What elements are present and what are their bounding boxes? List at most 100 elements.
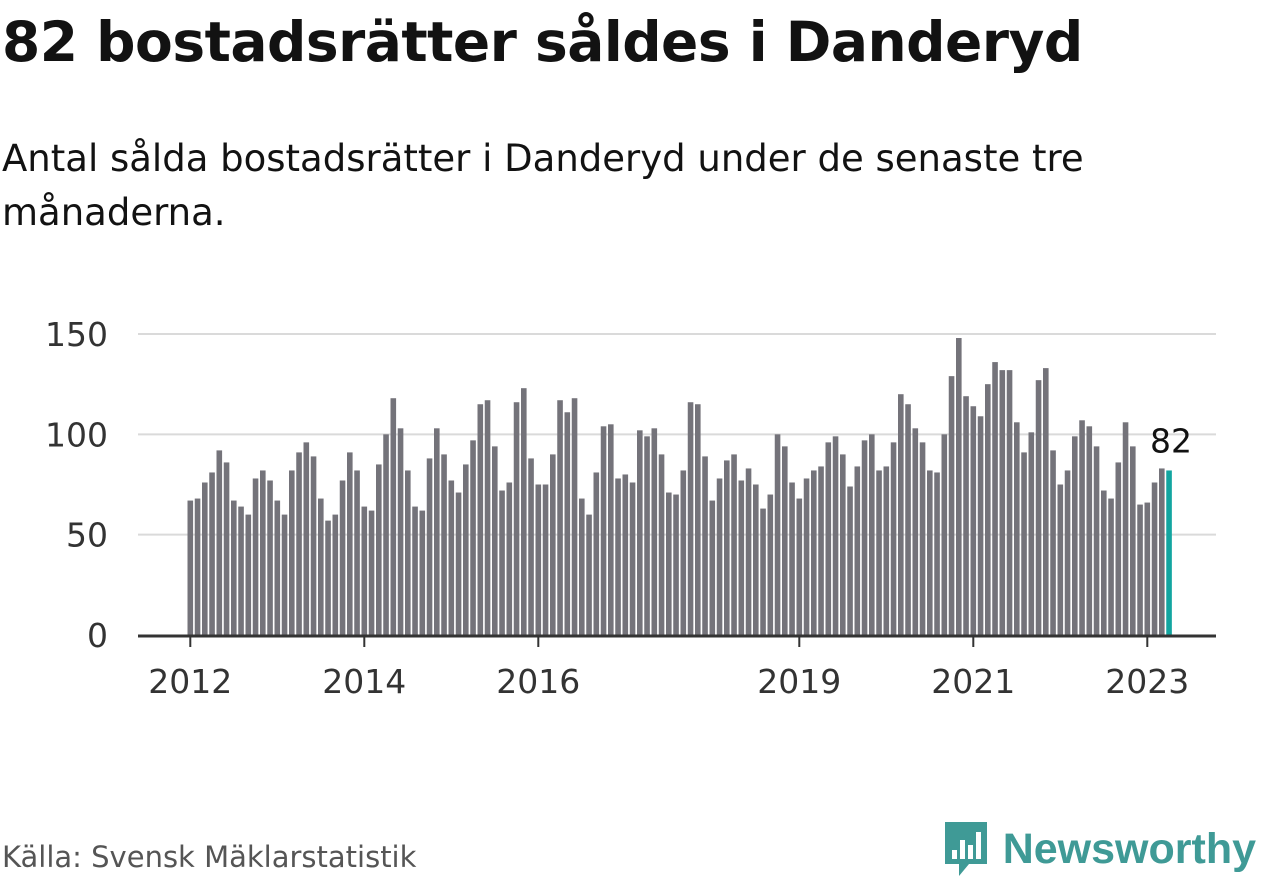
- bar: [832, 436, 839, 635]
- bar: [1093, 446, 1100, 635]
- bar: [637, 430, 643, 635]
- bar: [890, 442, 897, 635]
- bar: [463, 464, 469, 635]
- bar: [1101, 490, 1107, 635]
- bar: [274, 500, 281, 635]
- bar: [948, 376, 955, 635]
- bar: [390, 398, 397, 635]
- bar: [419, 510, 426, 635]
- bar: [905, 404, 911, 635]
- bar: [513, 402, 520, 635]
- bar: [731, 454, 737, 635]
- bar: [579, 498, 585, 635]
- bar-chart: 0 50 100 150 2012 2014 2016 2019 2021 2023 82: [45, 315, 1216, 701]
- bar: [1035, 380, 1042, 635]
- newsworthy-logo-icon: [944, 822, 987, 876]
- bar: [238, 506, 244, 635]
- bar: [934, 472, 940, 635]
- bar: [651, 428, 658, 635]
- bar: [202, 482, 208, 635]
- bar: [571, 398, 578, 635]
- bar: [470, 440, 476, 635]
- bar: [354, 470, 360, 635]
- bar: [260, 470, 266, 635]
- bar: [194, 498, 201, 635]
- bar: [811, 470, 817, 635]
- bar: [658, 454, 665, 635]
- bar: [1043, 368, 1049, 635]
- bar: [803, 478, 810, 635]
- bar: [499, 490, 505, 635]
- bar: [216, 450, 223, 635]
- bar: [1079, 420, 1085, 635]
- bar: [977, 416, 984, 635]
- bar: [528, 458, 534, 635]
- bar: [1122, 422, 1129, 635]
- x-tick-label: 2014: [322, 662, 406, 701]
- bar: [876, 470, 882, 635]
- source-credit: Källa: Svensk Mäklarstatistik: [2, 840, 417, 874]
- bar: [1130, 446, 1136, 635]
- bar: [347, 452, 353, 635]
- bar: [1028, 432, 1035, 635]
- bar: [687, 402, 694, 635]
- bar: [1086, 426, 1093, 635]
- bar: [1050, 450, 1056, 635]
- bar: [796, 498, 803, 635]
- bar: [1137, 504, 1143, 635]
- bar: [1064, 470, 1071, 635]
- bar: [245, 514, 252, 635]
- bar: [397, 428, 404, 635]
- bar: [999, 370, 1006, 635]
- bar: [608, 424, 614, 635]
- bar: [666, 492, 672, 635]
- bar: [695, 404, 701, 635]
- latest-value-label: 82: [1150, 421, 1192, 460]
- bar: [325, 520, 331, 635]
- bar: [789, 482, 795, 635]
- bar: [709, 500, 716, 635]
- bar: [861, 440, 868, 635]
- bar: [361, 506, 368, 635]
- y-tick-label: 50: [66, 516, 108, 555]
- bar: [818, 466, 824, 635]
- bar: [1057, 484, 1064, 635]
- bar: [941, 434, 948, 635]
- bar: [310, 456, 317, 635]
- bar: [542, 484, 549, 635]
- bar: [267, 480, 273, 635]
- bar: [535, 484, 542, 635]
- bar: [376, 464, 382, 635]
- bar: [492, 446, 498, 635]
- bar: [318, 498, 324, 635]
- x-tick-label: 2012: [148, 662, 232, 701]
- bar: [448, 480, 455, 635]
- bar: [782, 446, 788, 635]
- bar: [767, 494, 774, 635]
- bar: [550, 454, 556, 635]
- bar: [854, 466, 861, 635]
- bar: [774, 434, 781, 635]
- bar: [434, 428, 440, 635]
- bar: [629, 482, 636, 635]
- x-tick-label: 2019: [757, 662, 841, 701]
- bar: [883, 466, 890, 635]
- bar: [252, 478, 259, 635]
- bar: [673, 494, 679, 635]
- bar: [557, 400, 563, 635]
- brand-name: Newsworthy: [1002, 824, 1256, 873]
- bar: [405, 470, 411, 635]
- bar: [898, 394, 904, 635]
- bar: [332, 514, 339, 635]
- x-tick-label: 2016: [496, 662, 580, 701]
- bar: [1014, 422, 1020, 635]
- bar: [702, 456, 708, 635]
- bar: [1115, 462, 1122, 635]
- bar: [303, 442, 310, 635]
- bar: [644, 436, 650, 635]
- bar: [187, 500, 194, 635]
- bar: [970, 406, 977, 635]
- bar: [992, 362, 998, 635]
- bar: [927, 470, 933, 635]
- y-tick-label: 150: [45, 315, 108, 354]
